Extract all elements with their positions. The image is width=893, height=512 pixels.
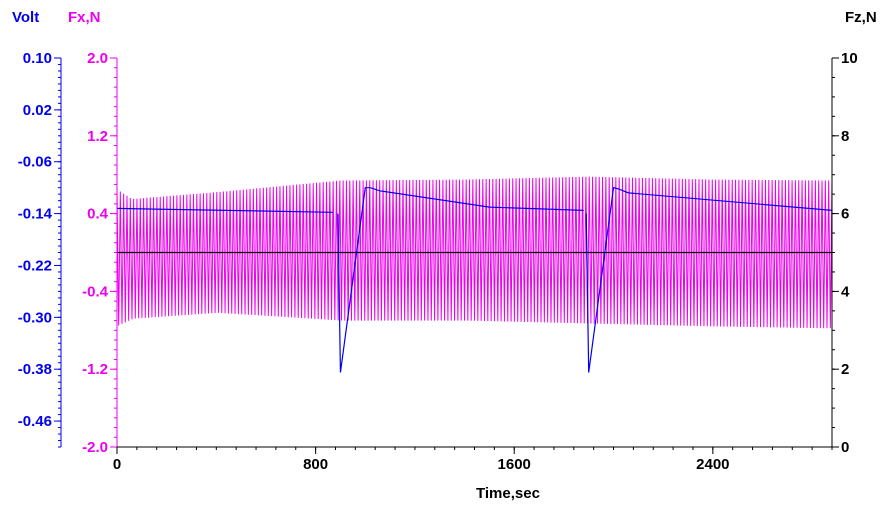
fx-axis-title: Fx,N <box>68 9 101 26</box>
volt-tick-label: -0.46 <box>18 413 52 430</box>
x-tick-label: 1600 <box>498 456 531 473</box>
fx-tick-label: -2.0 <box>82 439 108 456</box>
x-tick-label: 800 <box>303 456 328 473</box>
fz-tick-label: 10 <box>841 50 858 67</box>
x-tick-label: 2400 <box>696 456 729 473</box>
fx-series <box>116 169 833 331</box>
volt-line <box>585 186 833 373</box>
fx-line <box>116 176 833 329</box>
fz-axis-title: Fz,N <box>845 9 877 26</box>
fz-tick-label: 0 <box>841 439 849 456</box>
fx-tick-label: 2.0 <box>87 50 108 67</box>
x-axis: 0 800 1600 2400 <box>113 446 833 473</box>
fz-axis: 10 8 6 4 2 0 <box>831 50 858 456</box>
fz-tick-label: 4 <box>841 283 850 300</box>
volt-axis-title: Volt <box>12 9 39 26</box>
fx-tick-label: 0.4 <box>87 206 109 223</box>
volt-tick-label: -0.38 <box>18 361 52 378</box>
fx-axis: 2.0 1.2 0.4 -0.4 -1.2 -2.0 <box>82 50 118 456</box>
volt-tick-label: -0.30 <box>18 309 52 326</box>
fx-tick-label: -1.2 <box>82 361 108 378</box>
volt-line <box>116 207 334 213</box>
volt-line <box>337 187 584 373</box>
x-axis-title: Time,sec <box>476 485 540 502</box>
volt-tick-label: 0.10 <box>23 50 52 67</box>
x-tick-label: 0 <box>113 456 121 473</box>
volt-tick-label: -0.06 <box>18 154 52 171</box>
volt-axis: 0.10 0.02 -0.06 -0.14 -0.22 -0.30 -0.38 -0.46 <box>18 50 62 448</box>
fx-tick-label: -0.4 <box>82 283 109 300</box>
volt-series <box>116 186 833 373</box>
volt-tick-label: -0.14 <box>18 206 53 223</box>
fx-tick-label: 1.2 <box>87 128 108 145</box>
fz-tick-label: 8 <box>841 128 849 145</box>
volt-tick-label: -0.22 <box>18 257 52 274</box>
volt-tick-label: 0.02 <box>23 102 52 119</box>
fz-tick-label: 2 <box>841 361 849 378</box>
fz-tick-label: 6 <box>841 206 849 223</box>
